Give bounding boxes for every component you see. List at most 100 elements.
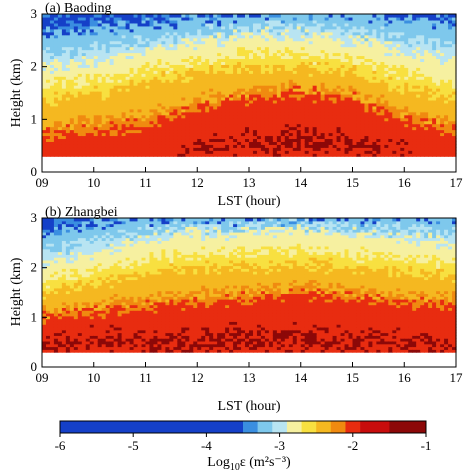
- contour-cell: [272, 52, 278, 57]
- contour-cell: [205, 108, 210, 113]
- contour-cell: [189, 67, 194, 71]
- contour-cell: [348, 37, 354, 42]
- contour-cell: [193, 55, 198, 60]
- contour-cell: [340, 105, 346, 110]
- contour-cell: [288, 105, 294, 110]
- contour-cell: [133, 141, 139, 145]
- contour-cell: [328, 49, 334, 54]
- contour-cell: [328, 19, 334, 24]
- contour-cell: [117, 102, 123, 107]
- contour-cell: [185, 61, 190, 65]
- contour-cell: [280, 46, 286, 51]
- contour-cell: [416, 105, 421, 110]
- contour-cell: [396, 64, 401, 68]
- contour-cell: [93, 123, 99, 128]
- contour-cell: [81, 129, 87, 134]
- contour-cell: [276, 138, 282, 142]
- contour-cell: [416, 70, 421, 74]
- contour-cell: [440, 58, 445, 62]
- contour-cell: [213, 99, 218, 104]
- contour-cell: [81, 58, 87, 62]
- contour-cell: [284, 46, 290, 51]
- contour-cell: [117, 82, 123, 86]
- contour-cell: [161, 132, 166, 137]
- contour-cell: [292, 70, 298, 74]
- contour-cell: [201, 22, 206, 27]
- contour-cell: [105, 76, 111, 80]
- contour-cell: [444, 105, 449, 110]
- contour-cell: [392, 25, 397, 30]
- contour-cell: [292, 34, 298, 39]
- contour-cell: [161, 73, 166, 77]
- contour-cell: [105, 93, 111, 98]
- contour-cell: [101, 14, 107, 18]
- contour-cell: [181, 99, 186, 104]
- contour-cell: [416, 99, 421, 104]
- contour-cell: [336, 99, 342, 104]
- contour-cell: [284, 153, 290, 157]
- contour-cell: [217, 120, 222, 125]
- contour-cell: [408, 153, 413, 157]
- contour-cell: [129, 14, 135, 18]
- contour-cell: [249, 144, 254, 148]
- contour-cell: [241, 64, 246, 68]
- contour-cell: [296, 79, 302, 83]
- contour-cell: [145, 19, 151, 24]
- contour-cell: [360, 64, 366, 68]
- contour-cell: [352, 150, 358, 154]
- contour-cell: [145, 138, 151, 142]
- contour-cell: [372, 126, 377, 131]
- contour-cell: [153, 49, 159, 54]
- contour-cell: [105, 132, 111, 137]
- contour-cell: [360, 111, 366, 116]
- contour-cell: [57, 34, 63, 39]
- contour-cell: [181, 28, 186, 33]
- contour-cell: [189, 129, 194, 134]
- contour-cell: [392, 58, 397, 62]
- contour-cell: [133, 34, 139, 39]
- contour-cell: [296, 91, 302, 95]
- contour-cell: [340, 76, 346, 80]
- contour-cell: [252, 96, 258, 101]
- contour-cell: [260, 85, 266, 89]
- contour-cell: [448, 40, 453, 45]
- contour-cell: [260, 105, 266, 110]
- contour-cell: [181, 22, 186, 27]
- contour-cell: [249, 34, 254, 39]
- contour-cell: [241, 102, 246, 107]
- contour-cell: [272, 37, 278, 42]
- contour-cell: [169, 73, 174, 77]
- contour-cell: [109, 16, 115, 21]
- contour-cell: [93, 28, 99, 33]
- contour-cell: [352, 19, 358, 24]
- contour-cell: [360, 99, 366, 104]
- contour-cell: [105, 99, 111, 104]
- contour-cell: [316, 49, 322, 54]
- contour-cell: [264, 88, 270, 92]
- contour-cell: [105, 153, 111, 157]
- contour-cell: [177, 14, 182, 18]
- contour-cell: [81, 93, 87, 98]
- contour-cell: [229, 73, 234, 77]
- contour-cell: [280, 73, 286, 77]
- contour-cell: [436, 102, 441, 107]
- contour-cell: [233, 37, 238, 42]
- contour-cell: [356, 70, 362, 74]
- contour-cell: [292, 40, 298, 45]
- contour-cell: [85, 46, 91, 51]
- contour-cell: [332, 52, 338, 57]
- contour-cell: [97, 129, 103, 134]
- contour-cell: [280, 31, 286, 36]
- contour-cell: [288, 79, 294, 83]
- contour-cell: [388, 55, 393, 60]
- contour-cell: [101, 70, 107, 74]
- contour-cell: [225, 40, 230, 45]
- contour-cell: [272, 102, 278, 107]
- contour-cell: [296, 114, 302, 119]
- contour-cell: [364, 70, 370, 74]
- contour-cell: [396, 114, 401, 119]
- contour-cell: [268, 49, 274, 54]
- contour-cell: [61, 105, 67, 110]
- contour-cell: [113, 147, 119, 151]
- contour-cell: [89, 147, 95, 151]
